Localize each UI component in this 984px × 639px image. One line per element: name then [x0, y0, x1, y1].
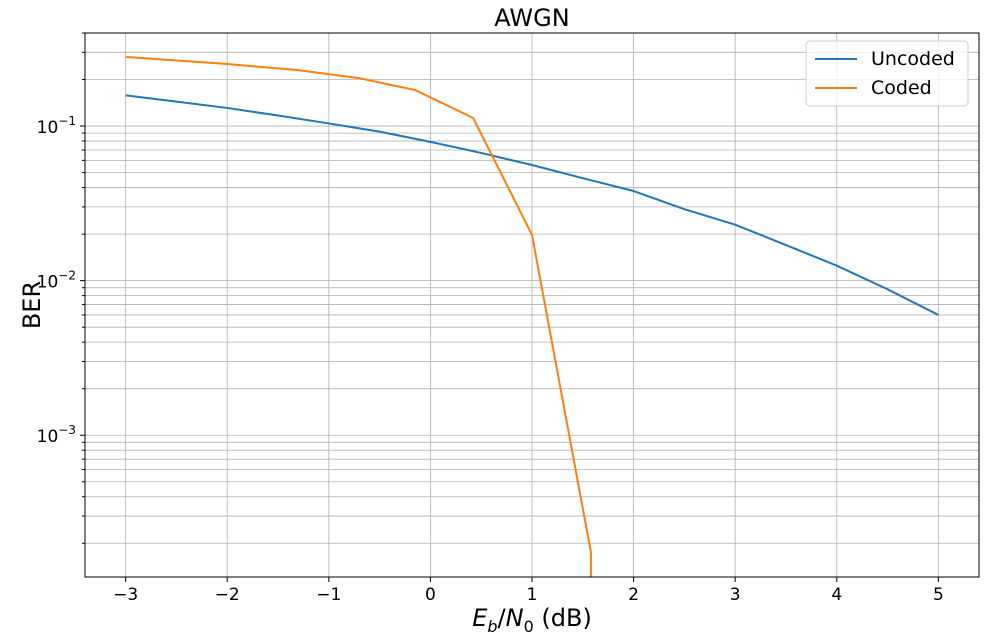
y-tick-label: 10−2 — [37, 269, 76, 293]
series-line-coded — [125, 55, 592, 577]
x-tick-label: 5 — [933, 585, 944, 605]
x-tick-label: 1 — [527, 585, 538, 605]
x-tick-label: −1 — [316, 585, 341, 605]
legend: Uncoded Coded — [805, 40, 969, 107]
y-tick-label: 10−1 — [37, 114, 76, 138]
legend-label-uncoded: Uncoded — [871, 48, 955, 70]
x-tick-label: −3 — [113, 585, 138, 605]
x-tick-label: 0 — [425, 585, 436, 605]
x-tick-label: 4 — [831, 585, 842, 605]
x-axis-label: Eb/N0 (dB) — [472, 604, 592, 636]
y-tick-label: 10−3 — [37, 423, 76, 447]
x-tick-label: −2 — [215, 585, 240, 605]
y-axis-ticks: 10−3 10−2 10−1 — [37, 32, 85, 544]
legend-box — [805, 40, 969, 107]
x-tick-label: 3 — [730, 585, 741, 605]
chart-title: AWGN — [494, 4, 569, 32]
series-line-uncoded — [125, 94, 939, 316]
grid — [85, 32, 979, 577]
legend-label-coded: Coded — [871, 77, 932, 99]
series-lines — [125, 55, 939, 577]
x-tick-label: 2 — [628, 585, 639, 605]
y-axis-label: BER — [18, 281, 46, 329]
x-axis-ticks: −3 −2 −1 0 1 2 3 4 5 — [113, 577, 944, 605]
